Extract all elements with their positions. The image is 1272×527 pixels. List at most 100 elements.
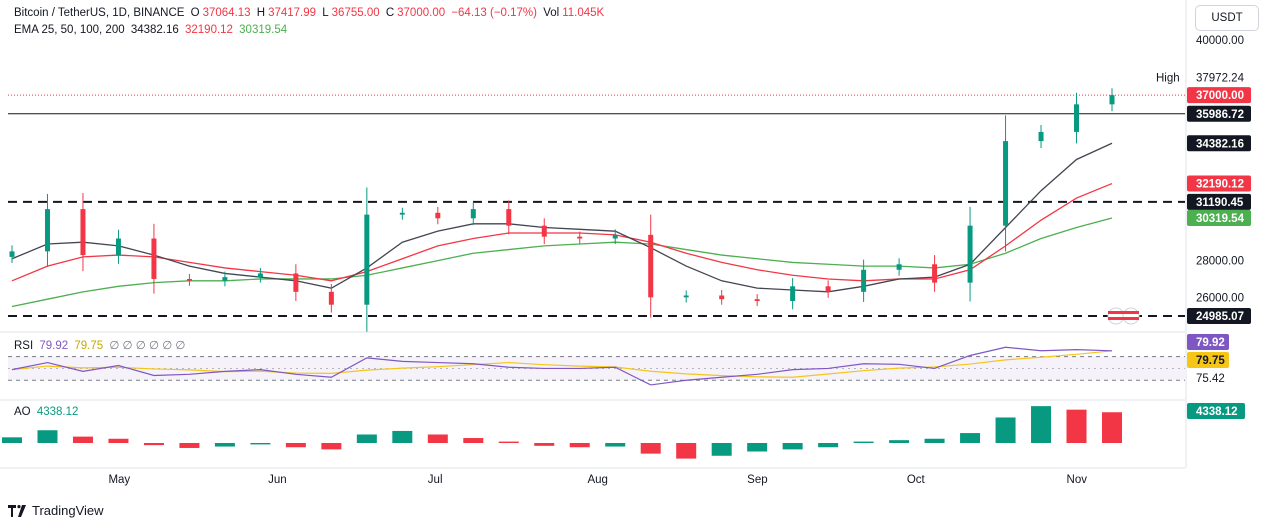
ao-bar [747, 443, 768, 452]
candle-body [967, 225, 973, 283]
rsi-tag-text: 79.92 [1196, 337, 1225, 349]
candle-body [612, 234, 618, 239]
candle-body [364, 214, 370, 305]
ema50-value: 32190.12 [184, 24, 233, 36]
rsi-tag [1187, 352, 1229, 368]
ao-bar [321, 443, 342, 450]
candle-body [506, 209, 512, 226]
high-label-text: High [1156, 72, 1180, 84]
price-tag-text: 37000.00 [1196, 90, 1244, 102]
rsi-ma-value: 79.75 [74, 340, 104, 352]
candle-body [80, 209, 86, 256]
rsi-axis-tick: 75.42 [1196, 373, 1225, 385]
price-tag [1187, 135, 1251, 152]
candle-body [186, 278, 192, 281]
candle-body [932, 264, 938, 283]
candle-body [648, 234, 654, 298]
ema100-line [11, 217, 1113, 308]
price-axis-tick: 28000.00 [1196, 256, 1244, 268]
time-axis-tick: Nov [1067, 474, 1088, 486]
candle-body [328, 291, 334, 305]
price-axis-tick: 26000.00 [1196, 292, 1244, 304]
high-value-text: 37972.24 [1196, 72, 1245, 84]
ao-bar [498, 441, 519, 443]
low-value: 36755.00 [331, 7, 380, 19]
ao-bar [2, 437, 22, 443]
price-axis-tick: 40000.00 [1196, 35, 1244, 47]
rsi-legend: RSI 79.92 79.75 ∅ ∅ ∅ ∅ ∅ ∅ [14, 338, 188, 352]
ao-label: AO [14, 406, 31, 418]
event-flag-stripe [1108, 311, 1124, 314]
ohlc-legend: Bitcoin / TetherUS, 1D, BINANCE O 37064.1… [14, 7, 607, 19]
ao-bar [37, 430, 58, 443]
ao-bar [463, 438, 484, 443]
ao-bar [356, 434, 377, 443]
candle-body [896, 264, 902, 270]
price-tag [1187, 193, 1251, 210]
high-value: 37417.99 [268, 7, 317, 19]
ao-bar [640, 443, 661, 454]
ema-label: EMA 25, 50, 100, 200 [14, 24, 125, 36]
rsi-line [11, 346, 1113, 386]
candle-body [683, 295, 689, 298]
candle-body [293, 273, 299, 292]
event-flag-icon [1122, 307, 1140, 325]
ao-bar [108, 438, 129, 443]
ao-bar [605, 443, 626, 447]
high-label: H [256, 7, 266, 19]
ao-bar [285, 443, 306, 448]
ao-legend: AO 4338.12 [14, 406, 81, 418]
price-tag-text: 32190.12 [1196, 179, 1244, 191]
ao-bar [250, 443, 271, 445]
candle-body [1038, 131, 1044, 142]
candle-body [470, 209, 476, 219]
candle-body [222, 277, 228, 281]
candle-body [825, 286, 831, 292]
ao-bar [1031, 406, 1052, 443]
rsi-ma-line [11, 350, 1113, 378]
ao-bar [782, 443, 803, 450]
ao-bar [818, 443, 839, 448]
candle-body [435, 212, 441, 219]
volume-label: Vol [543, 7, 560, 19]
candle-body [257, 273, 263, 278]
ema25-value: 34382.16 [130, 24, 179, 36]
ao-bar [853, 441, 874, 443]
tradingview-logo[interactable]: TradingView [8, 503, 104, 518]
brand-name: TradingView [32, 503, 104, 518]
candle-body [44, 209, 50, 252]
candle-body [541, 225, 547, 237]
candle-body [1074, 104, 1080, 132]
ema100-value: 30319.54 [239, 24, 288, 36]
candle-body [151, 238, 157, 279]
price-tag [1187, 175, 1251, 192]
time-axis-tick: Aug [587, 474, 607, 486]
ao-bar [889, 440, 910, 443]
event-flag-stripe [1123, 311, 1139, 314]
candle-body [399, 212, 405, 215]
ao-bar [392, 430, 413, 443]
candle-body [9, 251, 15, 257]
event-flag-icon [1107, 307, 1125, 325]
close-label: C [385, 7, 395, 19]
price-tag [1187, 105, 1251, 122]
tradingview-icon [8, 504, 26, 517]
ao-bar [534, 443, 555, 446]
ao-bar [143, 443, 164, 446]
candle-body [754, 299, 760, 302]
price-tag [1187, 87, 1251, 104]
ao-tag [1187, 403, 1245, 419]
ao-value: 4338.12 [36, 406, 79, 418]
symbol-title: Bitcoin / TetherUS, 1D, BINANCE [14, 7, 185, 19]
currency-button[interactable]: USDT [1195, 5, 1259, 31]
candle-body [115, 238, 121, 256]
open-value: 37064.13 [202, 7, 251, 19]
price-tag-text: 31190.45 [1196, 197, 1244, 209]
ao-bar [1102, 412, 1122, 443]
candle-body [861, 269, 867, 292]
open-label: O [190, 7, 200, 19]
event-flag-stripe [1108, 317, 1124, 320]
ao-tag-text: 4338.12 [1196, 406, 1238, 418]
ema50-line [11, 182, 1113, 282]
